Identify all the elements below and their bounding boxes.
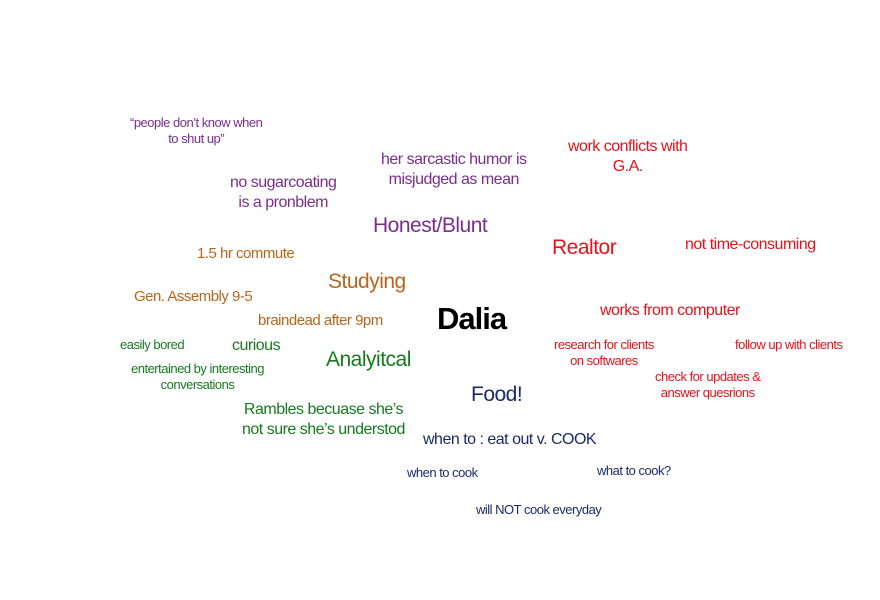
note-commute: 1.5 hr commute [197, 245, 295, 262]
center-name: Dalia [437, 301, 507, 336]
topic-analytical: Analyitcal [326, 348, 411, 371]
note-when-to-cook: when to cook [407, 465, 478, 480]
note-work-conflicts-line-1: work conflicts with [568, 138, 688, 155]
note-sarcastic-humor-line-1: her sarcastic humor is [381, 151, 527, 168]
note-works-from-computer: works from computer [600, 302, 740, 319]
note-rambles-line-2: not sure she’s understod [242, 421, 405, 438]
note-research-for-clients-line-2: on softwares [570, 353, 638, 369]
note-rambles: Rambles becuase she’s not sure she’s und… [242, 400, 405, 440]
note-gen-assembly: Gen. Assembly 9-5 [134, 288, 253, 305]
note-no-sugarcoating-line-2: is a pronblem [238, 194, 328, 211]
topic-honest-blunt: Honest/Blunt [373, 214, 488, 237]
topic-realtor: Realtor [552, 236, 617, 259]
note-work-conflicts-line-2: G.A. [612, 158, 644, 175]
note-sarcastic-humor: her sarcastic humor is misjudged as mean [381, 150, 527, 190]
note-research-for-clients-line-1: research for clients [554, 337, 654, 352]
note-eat-out-vs-cook: when to : eat out v. COOK [423, 431, 597, 448]
note-rambles-line-1: Rambles becuase she’s [243, 401, 404, 418]
note-no-sugarcoating-line-1: no sugarcoating [230, 174, 337, 191]
note-braindead: braindead after 9pm [258, 312, 383, 329]
note-check-updates-line-1: check for updates & [655, 369, 761, 384]
topic-studying: Studying [328, 270, 406, 293]
note-entertained-line-1: entertained by interesting [131, 361, 264, 376]
note-check-updates: check for updates & answer quesrions [655, 369, 761, 402]
note-people-quote-line-1: “people don’t know when [130, 115, 263, 130]
note-entertained: entertained by interesting conversations [131, 361, 264, 394]
note-entertained-line-2: conversations [160, 377, 235, 393]
note-what-to-cook: what to cook? [597, 463, 671, 478]
note-people-quote: “people don’t know when to shut up” [130, 115, 263, 148]
topic-food: Food! [471, 383, 523, 406]
note-curious: curious [232, 337, 281, 354]
note-not-time-consuming: not time-consuming [685, 236, 816, 253]
note-people-quote-line-2: to shut up” [168, 131, 225, 147]
note-sarcastic-humor-line-2: misjudged as mean [388, 171, 520, 188]
note-work-conflicts: work conflicts with G.A. [568, 137, 688, 177]
note-check-updates-line-2: answer quesrions [660, 385, 755, 401]
note-follow-up: follow up with clients [735, 337, 843, 352]
note-research-for-clients: research for clients on softwares [554, 337, 654, 370]
note-no-sugarcoating: no sugarcoating is a pronblem [230, 173, 337, 213]
note-easily-bored: easily bored [120, 337, 185, 352]
note-will-not-cook: will NOT cook everyday [476, 502, 602, 517]
